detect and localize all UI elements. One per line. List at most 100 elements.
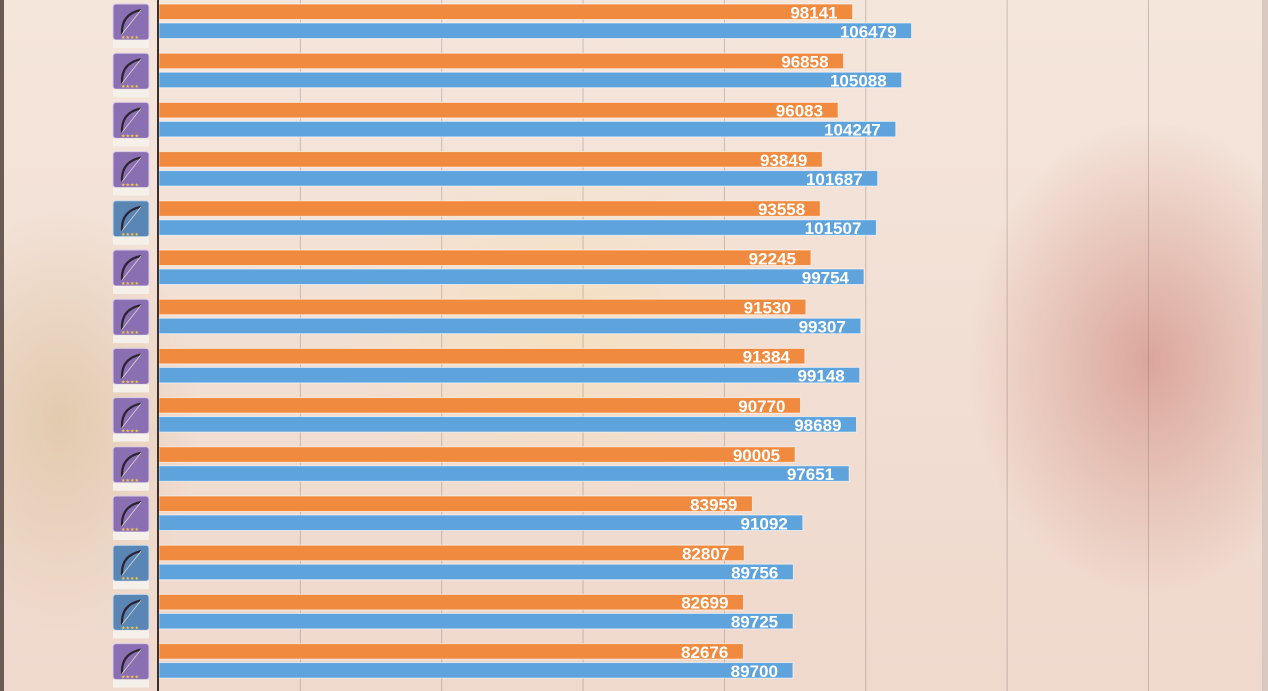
bar-label-orange: 90005 <box>733 446 780 465</box>
bar-blue <box>158 317 862 335</box>
icon-caption-bg <box>113 384 149 393</box>
bar-label-orange: 96858 <box>781 52 828 71</box>
bar-orange <box>158 101 839 119</box>
bow-string <box>121 304 142 330</box>
bow-limb <box>120 451 142 477</box>
bow-icon: ★★★★ <box>112 446 150 491</box>
star-rating-icon: ★★★★ <box>121 133 139 139</box>
icon-caption-bg <box>113 482 149 491</box>
bow-icon: ★★★★ <box>112 249 150 294</box>
icon-caption-bg <box>113 286 149 294</box>
star-rating-icon: ★★★★ <box>121 330 139 336</box>
icon-caption-bg <box>113 236 149 245</box>
star-rating-icon: ★★★★ <box>121 35 139 41</box>
bar-label-blue: 99754 <box>802 268 850 287</box>
bar-orange <box>158 151 823 168</box>
bar-label-orange: 82699 <box>681 594 728 613</box>
bow-string <box>121 157 142 182</box>
bow-icon: ★★★★ <box>112 101 150 147</box>
bar-label-orange: 96083 <box>776 102 823 121</box>
icon-caption-bg <box>113 335 149 344</box>
bow-limb <box>120 107 142 133</box>
icon-caption-bg <box>113 138 149 147</box>
bow-icon: ★★★★ <box>112 544 150 590</box>
right-border <box>1262 0 1268 691</box>
bow-icon: ★★★★ <box>112 593 150 639</box>
bar-label-orange: 82676 <box>681 643 728 662</box>
bar-label-orange: 93558 <box>758 200 805 219</box>
bar-orange <box>158 397 802 414</box>
bar-blue <box>158 416 857 433</box>
bar-label-blue: 91092 <box>741 514 788 533</box>
bar-blue <box>158 662 794 679</box>
icon-caption-bg <box>113 89 149 98</box>
bar-orange <box>158 347 806 365</box>
bar-blue <box>158 219 877 236</box>
icon-caption-bg <box>113 630 149 639</box>
bow-string <box>121 501 142 527</box>
star-rating-icon: ★★★★ <box>121 84 139 90</box>
bar-blue <box>158 465 850 482</box>
icon-caption-bg <box>113 433 149 442</box>
bar-label-orange: 92245 <box>749 249 796 268</box>
bow-string <box>121 452 142 478</box>
star-rating-icon: ★★★★ <box>121 576 139 582</box>
bar-label-blue: 105088 <box>830 71 887 90</box>
bow-limb <box>120 156 142 182</box>
bar-blue <box>158 120 897 138</box>
star-rating-icon: ★★★★ <box>121 625 139 631</box>
bow-string <box>121 403 142 428</box>
bow-limb <box>120 353 142 379</box>
bow-limb <box>120 254 142 281</box>
bar-label-blue: 98689 <box>794 416 841 435</box>
bar-label-blue: 104247 <box>824 121 881 140</box>
bow-string <box>121 108 142 133</box>
bar-label-blue: 101687 <box>806 170 863 189</box>
bar-blue <box>158 22 913 39</box>
bar-label-orange: 91530 <box>744 298 791 317</box>
icon-caption-bg <box>113 679 149 688</box>
bar-orange <box>158 593 744 611</box>
bow-limb <box>120 550 142 576</box>
bow-string <box>121 600 142 625</box>
bar-label-blue: 97651 <box>787 465 834 484</box>
bar-orange <box>158 643 744 660</box>
bar-label-blue: 89756 <box>731 563 778 582</box>
bow-limb <box>120 500 142 527</box>
icon-caption-bg <box>113 187 149 196</box>
bow-icon: ★★★★ <box>112 397 150 442</box>
bar-orange <box>158 495 753 512</box>
star-rating-icon: ★★★★ <box>121 183 139 189</box>
bar-label-orange: 83959 <box>690 495 737 514</box>
bow-string <box>121 206 142 232</box>
bow-limb <box>120 648 142 674</box>
bow-icon: ★★★★ <box>112 495 150 540</box>
bar-blue <box>158 170 879 187</box>
bar-blue <box>158 514 804 531</box>
bar-label-orange: 98141 <box>790 3 837 22</box>
bow-string <box>121 550 142 576</box>
bar-orange <box>158 298 807 316</box>
bar-label-blue: 89725 <box>731 613 778 632</box>
bow-limb <box>120 8 142 35</box>
bar-orange <box>158 52 845 70</box>
bow-icon: ★★★★ <box>112 347 150 393</box>
bow-limb <box>120 205 142 231</box>
star-rating-icon: ★★★★ <box>121 527 139 533</box>
bow-string <box>121 354 142 379</box>
bar-blue <box>158 268 865 285</box>
bar-labels: 9814110647996858105088960831042479384910… <box>681 3 897 681</box>
bow-icon: ★★★★ <box>112 151 150 196</box>
bow-icon: ★★★★ <box>112 200 150 245</box>
bow-icon: ★★★★ <box>112 3 150 48</box>
bar-label-orange: 91384 <box>743 348 791 367</box>
bow-limb <box>120 402 142 428</box>
bar-orange <box>158 249 812 266</box>
left-border <box>0 0 4 691</box>
icon-caption-bg <box>113 532 149 540</box>
bow-icon: ★★★★ <box>112 643 150 688</box>
bar-label-orange: 93849 <box>760 151 807 170</box>
bar-label-orange: 82807 <box>682 544 729 563</box>
bar-blue <box>158 563 794 581</box>
star-rating-icon: ★★★★ <box>121 232 139 238</box>
